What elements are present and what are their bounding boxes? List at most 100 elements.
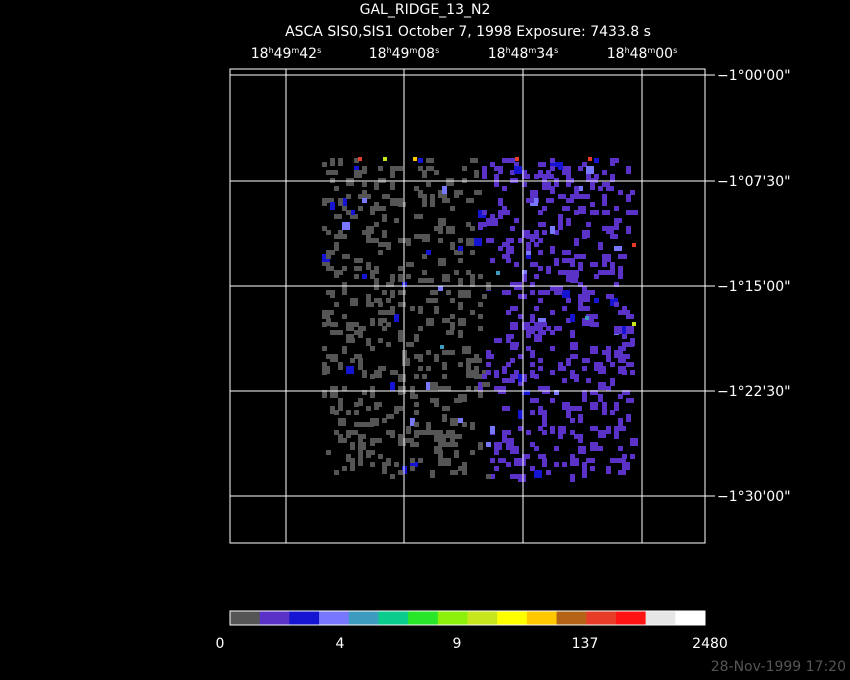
pixel [578,294,586,299]
pixel [558,366,566,371]
pixel [466,362,471,370]
pixel [546,326,551,331]
pixel [382,466,387,474]
pixel [518,238,523,243]
pixel [374,238,379,243]
pixel [578,206,586,214]
pixel [622,334,627,339]
pixel [610,410,615,415]
pixel [506,246,514,254]
pixel [378,242,383,247]
pixel [474,386,479,391]
pixel [542,230,547,235]
pixel [538,406,543,414]
pixel [566,298,571,303]
pixel [442,318,450,323]
pixel [442,374,447,379]
pixel [518,474,526,482]
pixel [462,346,467,354]
pixel [482,166,487,171]
pixel [566,358,571,366]
pixel [374,266,379,274]
colorbar-segment [526,611,558,625]
pixel [382,230,387,238]
pixel [346,430,351,438]
pixel [434,398,439,406]
pixel [366,302,374,307]
pixel [586,458,594,463]
pixel [370,374,375,379]
pixel [422,278,427,283]
pixel [506,334,514,339]
pixel [538,238,543,243]
pixel [440,345,444,349]
pixel [446,290,451,295]
pixel [538,290,546,295]
pixel [422,270,427,275]
pixel [490,218,498,226]
pixel [442,350,450,355]
pixel [394,462,399,467]
pixel [374,418,379,426]
pixel [610,270,615,275]
pixel [382,194,390,199]
pixel [354,422,359,427]
pixel [390,430,395,438]
pixel [498,214,503,219]
pixel [442,198,450,203]
pixel [370,346,375,351]
pixel [490,214,495,219]
pixel [534,274,539,279]
pixel [438,386,443,391]
pixel [362,230,367,235]
pixel [374,298,382,303]
pixel [334,242,339,247]
pixel [350,430,358,435]
pixel [566,198,574,203]
pixel [370,274,375,279]
pixel [550,246,555,254]
pixel [630,454,635,459]
pixel [398,438,406,446]
pixel [602,254,607,262]
pixel [418,458,423,463]
pixel [498,210,503,215]
pixel [446,442,451,447]
pixel [622,390,630,395]
pixel [430,290,438,295]
pixel [632,322,636,326]
pixel [570,458,575,466]
pixel [630,370,635,375]
pixel [614,434,619,439]
colorbar-segment [408,611,439,625]
pixel [542,418,547,423]
pixel [586,166,594,174]
pixel [354,274,359,279]
pixel [438,258,446,266]
pixel [414,334,419,342]
pixel [342,234,347,239]
pixel [478,222,483,230]
pixel [446,178,454,186]
ra-label: 18h48m34s [488,46,559,62]
pixel [406,262,414,267]
pixel [534,242,539,247]
pixel [530,262,538,267]
pixel [482,210,487,215]
pixel [438,430,443,435]
pixel [330,406,335,411]
colorbar-segment [645,611,676,625]
pixel [598,394,603,402]
pixel [322,314,330,319]
pixel [606,254,611,262]
pixel [515,157,519,161]
pixel [550,186,555,191]
pixel [582,462,587,470]
pixel [562,290,570,298]
pixel [538,162,546,167]
pixel [378,302,383,307]
pixel [450,322,455,330]
pixel [426,318,434,326]
pixel [334,186,339,191]
pixel [530,282,535,287]
